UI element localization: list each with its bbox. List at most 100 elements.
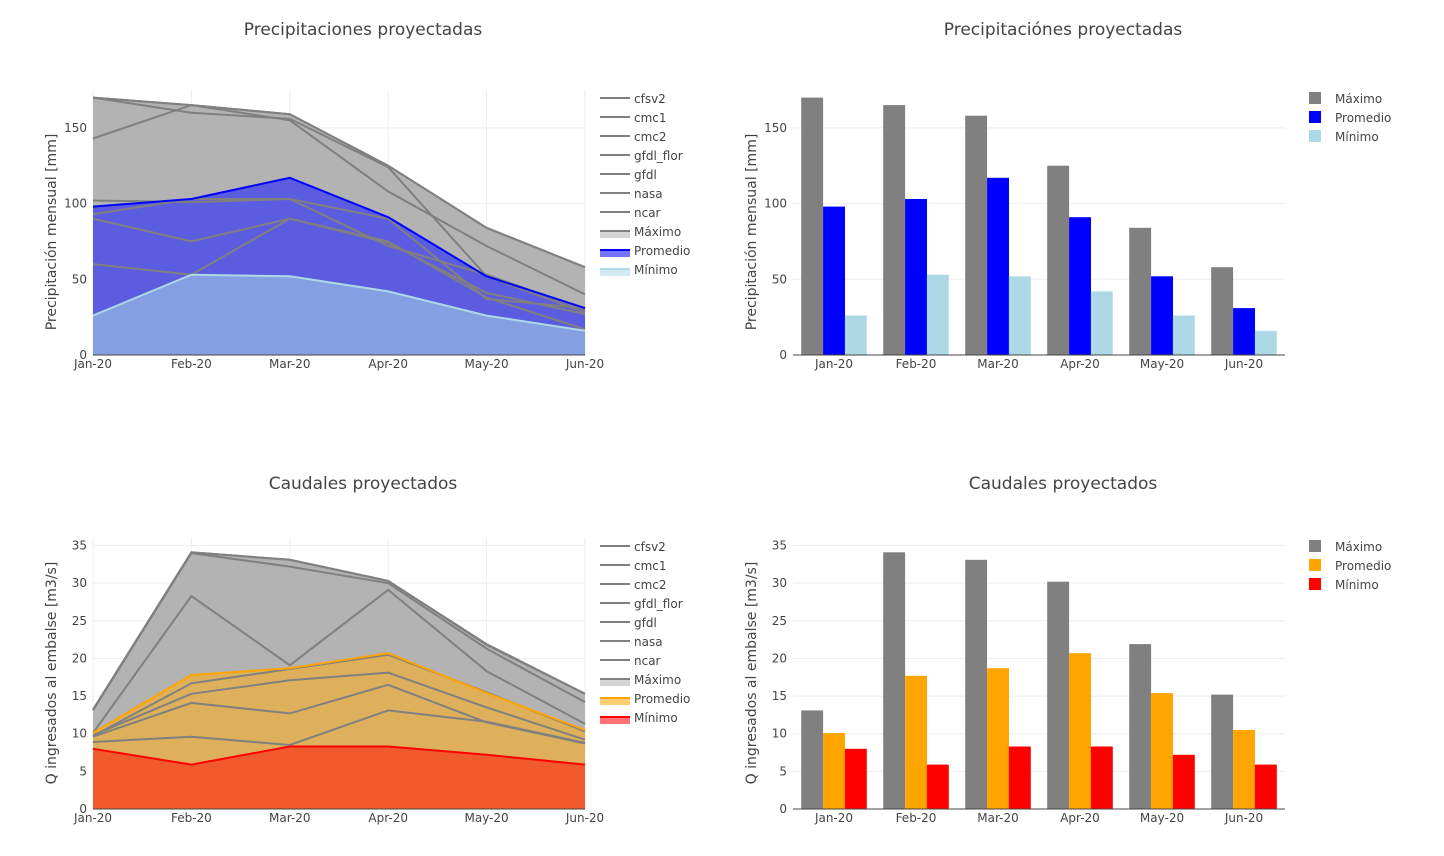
bar-mínimo [844,315,867,355]
maximo-area [93,552,585,733]
x-tick-label: May-20 [1140,811,1184,825]
bar-máximo [801,97,824,355]
bar-mínimo [1172,754,1195,809]
model-line-gfdl [92,198,586,310]
legend-label: cfsv2 [634,92,666,106]
bar-mínimo [1172,315,1195,355]
promedio-line [92,176,586,310]
y-tick-label: 15 [72,689,87,703]
legend-label: gfdl_flor [634,149,683,163]
promedio-area [93,653,585,765]
legend-swatch [600,268,630,276]
y-tick-label: 100 [64,197,87,211]
legend-label: gfdl [634,616,657,630]
legend-swatch [600,678,630,686]
legend-label: Máximo [634,225,681,239]
x-tick-label: May-20 [464,357,508,371]
bar-promedio [987,668,1009,809]
legend-swatch [1309,540,1321,552]
bar-promedio [987,177,1009,355]
y-tick-label: 35 [72,539,87,553]
chart-prec-bar: Precipitaciónes proyectadas Precipitació… [744,20,1391,371]
x-tick-label: Jun-20 [565,811,604,825]
y-tick-label: 0 [779,348,787,362]
minimo-line [92,745,586,766]
legend-label: Máximo [1335,540,1382,554]
bar-promedio [905,675,927,809]
x-tick-label: Mar-20 [977,811,1018,825]
y-tick-label: 0 [79,802,87,816]
y-axis-label: Precipitación mensual [mm] [44,134,60,331]
x-tick-label: Apr-20 [1060,357,1100,371]
legend-swatch [1309,111,1321,123]
y-tick-label: 100 [764,197,787,211]
bar-máximo [1129,227,1152,355]
bar-máximo [965,559,988,809]
bar-máximo [883,105,906,355]
model-line-ncar [92,709,586,747]
legend-swatch [600,249,630,257]
model-line-cmc2 [92,588,586,734]
bar-promedio [1069,653,1091,809]
bar-mínimo [844,748,867,809]
legend-label: Máximo [634,673,681,687]
y-tick-label: 50 [72,272,87,286]
x-tick-label: Jan-20 [73,357,112,371]
x-tick-label: Jan-20 [814,357,853,371]
x-tick-label: Apr-20 [1060,811,1100,825]
bar-mínimo [926,764,949,809]
legend-label: cmc1 [634,111,667,125]
bar-promedio [905,199,927,355]
y-tick-label: 25 [72,614,87,628]
x-tick-label: Feb-20 [896,357,937,371]
legend-label: Mínimo [1335,578,1379,592]
y-axis-label: Q ingresados al embalse [m3/s] [44,562,60,785]
y-axis-label: Q ingresados al embalse [m3/s] [744,562,760,785]
legend-label: Máximo [1335,92,1382,106]
legend-swatch [600,716,630,724]
minimo-area [93,274,585,355]
y-tick-label: 50 [772,272,787,286]
bar-mínimo [926,274,949,355]
bar-mínimo [1090,291,1113,355]
model-line-ncar [92,217,586,331]
legend-label: cfsv2 [634,540,666,554]
bar-máximo [965,115,988,355]
bar-mínimo [1254,330,1277,355]
x-tick-label: Apr-20 [368,811,408,825]
bar-mínimo [1090,746,1113,809]
y-tick-label: 10 [72,727,87,741]
x-tick-label: Mar-20 [977,357,1018,371]
legend-label: cmc2 [634,578,667,592]
legend-label: ncar [634,654,661,668]
bar-mínimo [1008,746,1031,809]
legend-label: ncar [634,206,661,220]
bar-máximo [1047,581,1070,809]
legend-label: Mínimo [634,263,678,277]
legend-label: gfdl [634,168,657,182]
legend-label: Promedio [1335,111,1391,125]
y-tick-label: 20 [772,651,787,665]
bar-máximo [1047,165,1070,355]
y-axis-label: Precipitación mensual [mm] [744,134,760,331]
y-tick-label: 30 [772,576,787,590]
bar-promedio [1069,217,1091,355]
bar-promedio [1151,693,1173,809]
bar-mínimo [1008,276,1031,355]
legend-label: Mínimo [1335,130,1379,144]
legend-swatch [1309,559,1321,571]
legend-label: Promedio [1335,559,1391,573]
legend-label: Mínimo [634,711,678,725]
chart-prec-area: Precipitaciones proyectadas Precipitació… [44,20,690,371]
bar-promedio [1233,730,1255,809]
minimo-area [93,746,585,809]
x-tick-label: Jan-20 [814,811,853,825]
y-tick-label: 15 [772,689,787,703]
legend-swatch [600,230,630,238]
promedio-area [93,177,585,331]
legend-label: cmc1 [634,559,667,573]
bar-promedio [823,206,845,355]
y-tick-label: 20 [72,651,87,665]
y-tick-label: 5 [779,764,787,778]
y-tick-label: 0 [779,802,787,816]
